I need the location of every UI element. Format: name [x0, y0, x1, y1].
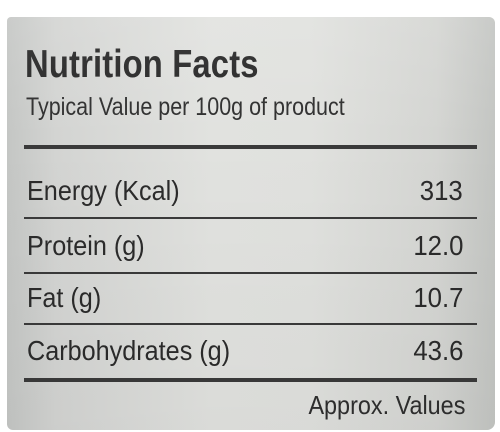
row-value-protein: 12.0 — [412, 230, 463, 261]
approx-values-note: Approx. Values — [308, 390, 465, 420]
row-value-carbohydrates: 43.6 — [412, 335, 463, 366]
row-label-protein: Protein (g) — [27, 230, 145, 261]
row-label-fat: Fat (g) — [27, 282, 102, 313]
row-value-fat: 10.7 — [412, 282, 463, 313]
nutrition-title: Nutrition Facts — [25, 43, 259, 86]
row-divider — [24, 323, 477, 325]
row-divider — [24, 272, 477, 274]
serving-basis: Typical Value per 100g of product — [26, 93, 345, 121]
row-label-carbohydrates: Carbohydrates (g) — [27, 335, 231, 366]
row-value-energy: 313 — [420, 175, 463, 206]
header-divider — [24, 145, 477, 149]
row-label-energy: Energy (Kcal) — [27, 175, 180, 206]
footer-divider — [24, 378, 477, 382]
row-divider — [24, 217, 477, 219]
nutrition-label: Nutrition Facts Typical Value per 100g o… — [7, 17, 495, 430]
